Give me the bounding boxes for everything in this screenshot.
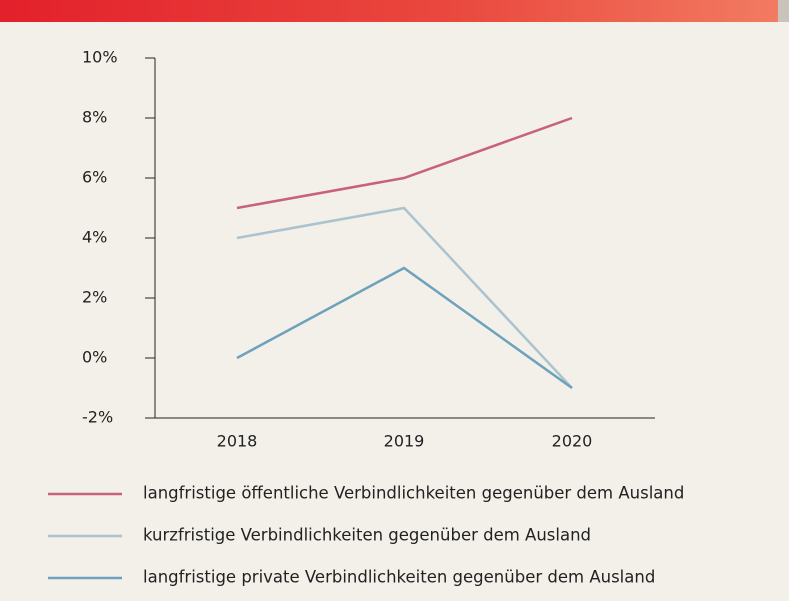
header-banner xyxy=(0,0,778,22)
legend-label: langfristige private Verbindlichkeiten g… xyxy=(143,568,655,587)
y-tick-label: 6% xyxy=(82,168,107,187)
y-tick-label: 0% xyxy=(82,348,107,367)
legend-label: langfristige öffentliche Verbindlichkeit… xyxy=(143,484,684,503)
x-tick-label: 2020 xyxy=(552,432,593,451)
x-tick-label: 2018 xyxy=(217,432,258,451)
series-line xyxy=(236,206,573,389)
series-line xyxy=(236,116,573,210)
series-line xyxy=(236,266,573,390)
banner-shadow xyxy=(778,0,789,22)
y-tick-label: 4% xyxy=(82,228,107,247)
x-tick-label: 2019 xyxy=(384,432,425,451)
y-tick-label: -2% xyxy=(82,408,113,427)
legend-label: kurzfristige Verbindlichkeiten gegenüber… xyxy=(143,526,591,545)
legend: langfristige öffentliche Verbindlichkeit… xyxy=(48,484,684,587)
y-tick-label: 2% xyxy=(82,288,107,307)
y-tick-label: 8% xyxy=(82,108,107,127)
y-tick-label: 10% xyxy=(82,48,118,67)
